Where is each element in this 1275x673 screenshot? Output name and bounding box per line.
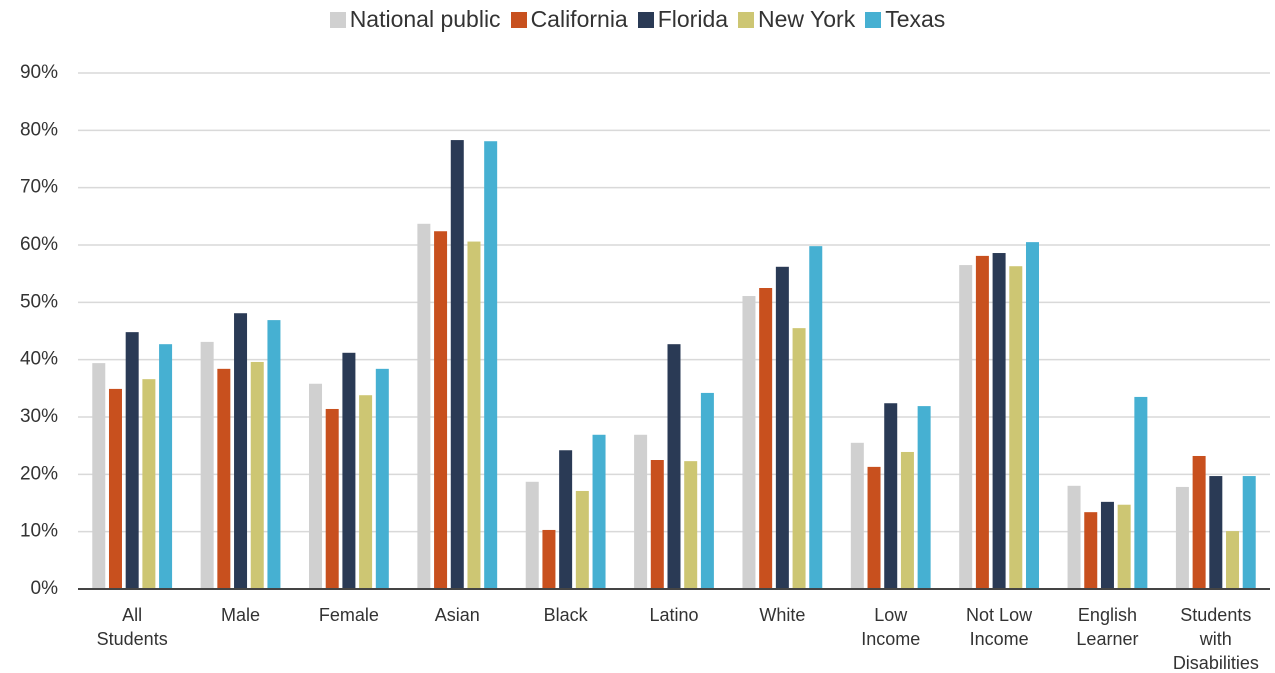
legend-item: National public [329, 6, 501, 33]
legend-swatch [510, 11, 527, 28]
x-tick-label: Asian [434, 605, 480, 625]
bar [650, 460, 664, 589]
legend-item: California [510, 6, 628, 33]
legend-label: National public [349, 6, 501, 32]
x-tick-label: Black [543, 605, 588, 625]
bar [1175, 486, 1189, 589]
bar [684, 461, 698, 589]
bar [850, 442, 864, 589]
bar [108, 388, 122, 589]
bar [1192, 455, 1206, 589]
bar [1209, 476, 1223, 589]
bar [900, 451, 914, 589]
x-tick-label: White [759, 605, 806, 625]
bar [1242, 476, 1256, 589]
x-tick-label: English Learner [1076, 605, 1139, 649]
bar [342, 352, 356, 589]
bar [434, 231, 448, 590]
legend: National public California Florida New York… [0, 6, 1275, 33]
bar [559, 450, 573, 589]
bar [250, 361, 264, 589]
x-tick-label: Female [318, 605, 379, 625]
bar [742, 296, 756, 589]
legend-label: Texas [885, 6, 946, 32]
legend-swatch [637, 11, 654, 28]
legend-label: New York [758, 6, 856, 32]
x-tick-label: Not Low Income [966, 605, 1033, 649]
bar [792, 328, 806, 589]
legend-swatch [329, 11, 346, 28]
bar [809, 246, 823, 589]
legend-swatch [738, 11, 755, 28]
bar [1134, 396, 1148, 589]
bar [1084, 512, 1098, 589]
y-tick-label: 30% [20, 406, 58, 427]
y-tick-label: 90% [20, 62, 58, 83]
x-tick-label: Students with Disabilities [1172, 605, 1259, 673]
bar [592, 434, 606, 589]
bar [575, 490, 589, 589]
bar [200, 341, 214, 589]
bar [234, 313, 248, 589]
bar [125, 332, 139, 589]
bar [267, 320, 281, 589]
bar [1226, 531, 1240, 589]
y-tick-label: 70% [20, 177, 58, 198]
legend-item: Texas [865, 6, 945, 33]
bar [975, 255, 989, 590]
legend-label: Florida [657, 6, 729, 32]
legend-item: New York [738, 6, 855, 33]
bar [867, 466, 881, 589]
bar [667, 344, 681, 589]
bar [1009, 266, 1023, 589]
y-tick-label: 0% [31, 578, 59, 599]
x-tick-label: Latino [649, 605, 699, 625]
bar [217, 368, 231, 589]
bar [375, 368, 389, 589]
bar [309, 383, 323, 589]
y-tick-label: 10% [20, 521, 58, 542]
bar [484, 141, 498, 589]
x-tick-label: Low Income [861, 605, 921, 649]
legend-item: Florida [637, 6, 729, 33]
y-tick-label: 20% [20, 463, 58, 484]
bar [917, 406, 931, 589]
bar [634, 434, 648, 589]
bar [1117, 504, 1131, 589]
bar [542, 529, 556, 589]
bar [700, 392, 714, 589]
bar [417, 223, 431, 589]
bar [959, 265, 973, 589]
bar [142, 379, 156, 589]
bar [775, 266, 789, 589]
bar [159, 344, 173, 589]
bar [992, 253, 1006, 589]
bar [450, 140, 464, 589]
bar [759, 288, 773, 589]
y-tick-label: 80% [20, 119, 58, 140]
bar [525, 481, 539, 589]
bar [1067, 485, 1081, 589]
bar [359, 395, 373, 589]
bar [1100, 501, 1114, 589]
bar [467, 241, 481, 589]
y-tick-label: 50% [20, 291, 58, 312]
bar [92, 363, 106, 589]
legend-swatch [865, 11, 882, 28]
legend-label: California [530, 6, 628, 32]
y-tick-label: 40% [20, 349, 58, 370]
bar [1025, 242, 1039, 589]
y-tick-label: 60% [20, 234, 58, 255]
x-tick-label: Male [221, 605, 261, 625]
bar [325, 408, 339, 589]
bar [884, 403, 898, 589]
x-tick-label: All Students [96, 605, 168, 649]
